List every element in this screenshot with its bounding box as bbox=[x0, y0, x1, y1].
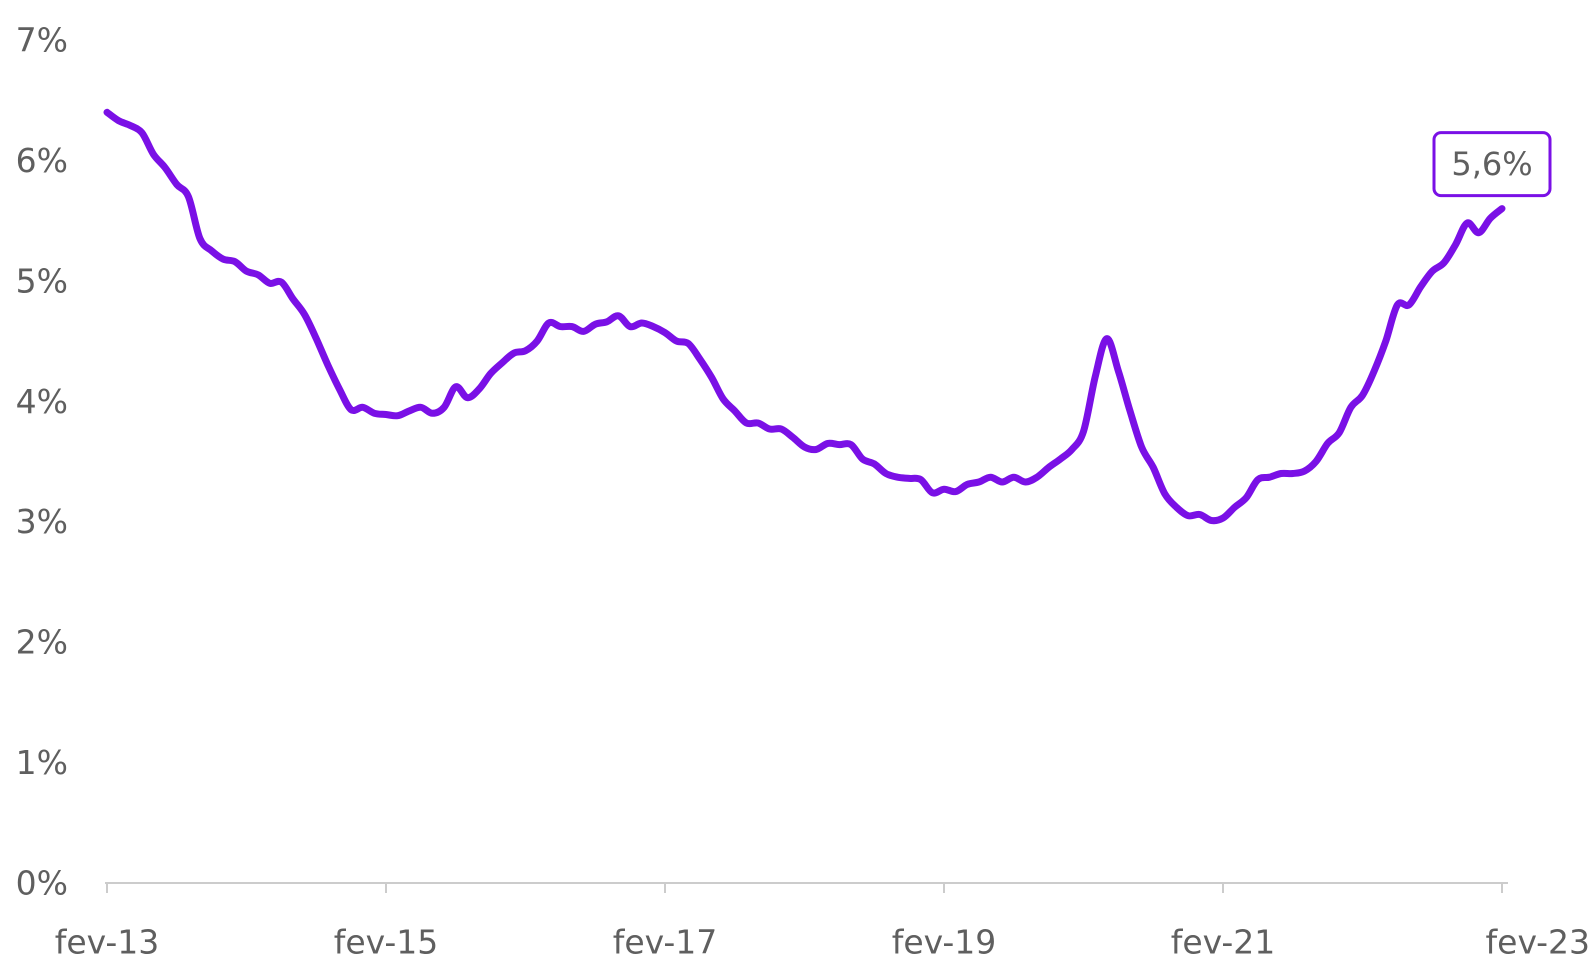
x-tick-label: fev-23 bbox=[1486, 923, 1590, 962]
y-tick-label: 1% bbox=[16, 743, 68, 782]
last-value-label: 5,6% bbox=[1451, 145, 1532, 183]
y-tick-label: 4% bbox=[16, 382, 68, 421]
y-tick-label: 7% bbox=[16, 21, 68, 60]
x-axis-tick-labels: fev-13 fev-15 fev-17 fev-19 fev-21 fev-23 bbox=[55, 923, 1590, 962]
y-tick-label: 2% bbox=[16, 623, 68, 662]
y-axis-tick-labels: 0% 1% 2% 3% 4% 5% 6% 7% bbox=[16, 21, 68, 903]
y-tick-label: 5% bbox=[16, 261, 68, 300]
x-tick-label: fev-17 bbox=[613, 923, 717, 962]
last-value-callout: 5,6% bbox=[1432, 131, 1552, 198]
y-tick-label: 6% bbox=[16, 141, 68, 180]
series-line bbox=[103, 108, 1506, 525]
x-tick-label: fev-13 bbox=[55, 923, 159, 962]
x-axis-tick-marks bbox=[106, 883, 1503, 893]
y-tick-label: 3% bbox=[16, 502, 68, 541]
x-tick-label: fev-19 bbox=[892, 923, 996, 962]
x-tick-label: fev-21 bbox=[1171, 923, 1275, 962]
last-value-callout-box bbox=[1432, 131, 1552, 198]
x-tick-label: fev-15 bbox=[334, 923, 438, 962]
y-tick-label: 0% bbox=[16, 864, 68, 903]
